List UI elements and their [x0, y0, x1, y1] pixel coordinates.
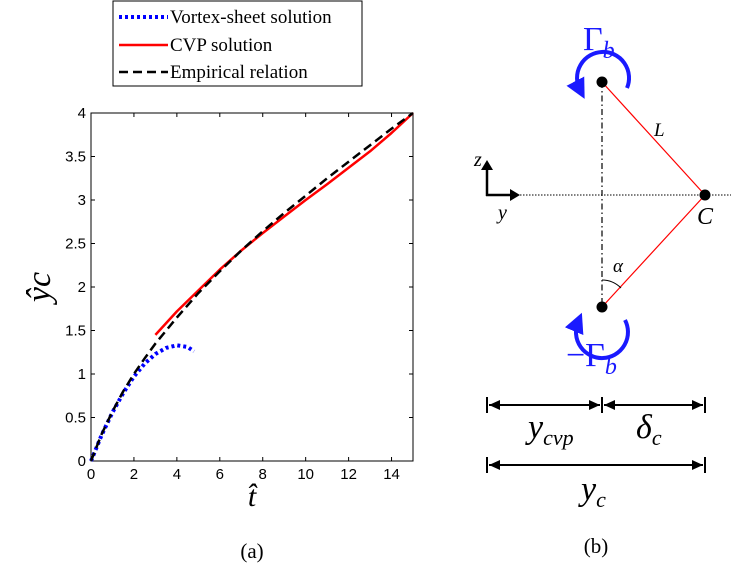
dim2-arrow-a	[489, 460, 500, 470]
connector-top	[601, 81, 706, 196]
label-delta-c: δc	[636, 409, 662, 450]
caption-b: (b)	[584, 534, 609, 558]
legend-label-cvp: CVP solution	[170, 35, 273, 56]
panel-a: Vortex-sheet solution CVP solution Empir…	[21, 0, 414, 563]
y-tick-label: 1	[78, 366, 86, 383]
caption-a: (a)	[240, 539, 263, 563]
connector-bottom	[601, 194, 706, 308]
y-tick-label: 1.5	[65, 323, 86, 340]
panel-b: Γb −Γb L C α z y	[473, 21, 731, 558]
label-y-axis: y	[496, 202, 507, 224]
label-y-c-main: y	[578, 471, 597, 508]
gamma-top-sub: b	[603, 38, 615, 64]
y-tick-label: 0.5	[65, 410, 86, 427]
gamma-bottom-sub: b	[605, 354, 617, 380]
x-tick-label: 4	[173, 466, 181, 483]
label-y-c-sub: c	[596, 487, 606, 512]
y-axis-label: ŷc	[21, 272, 58, 305]
gamma-bottom-label: −Γb	[566, 337, 617, 380]
x-tick-label: 0	[87, 466, 95, 483]
legend: Vortex-sheet solution CVP solution Empir…	[112, 0, 363, 87]
dimension-row-2	[486, 457, 706, 473]
label-alpha: α	[613, 256, 624, 277]
alpha-arc	[601, 279, 622, 289]
axes-icon-up-arrowhead	[481, 160, 493, 170]
label-c: C	[697, 204, 714, 230]
legend-label-vortex: Vortex-sheet solution	[170, 7, 332, 28]
x-tick-label: 14	[383, 466, 400, 483]
x-tick-label: 6	[216, 466, 224, 483]
circulation-arrow-bottom	[564, 312, 630, 361]
axis-ticks: 0 2 4 6 8 10 12 14 0 0.5 1 1.5 2 2.5 3 3.5 4	[65, 105, 413, 483]
dimension-row-1	[486, 397, 706, 413]
x-tick-label: 10	[297, 466, 314, 483]
y-tick-label: 2.5	[65, 236, 86, 253]
label-delta-main: δ	[636, 409, 653, 446]
plot-area	[90, 112, 414, 462]
x-tick-label: 8	[259, 466, 267, 483]
legend-label-empirical: Empirical relation	[170, 62, 308, 83]
point-c	[699, 189, 711, 201]
label-y-cvp-sub: cvp	[543, 425, 574, 450]
series-line-empirical-relation	[89, 111, 414, 462]
label-z: z	[473, 149, 482, 171]
data-series	[89, 111, 414, 462]
label-l: L	[653, 120, 665, 141]
gamma-top-label: Γb	[583, 21, 615, 64]
dim1-arrow-a	[489, 400, 500, 410]
label-y-c: yc	[578, 471, 606, 512]
circulation-arrow-top	[566, 49, 631, 99]
y-tick-label: 3.5	[65, 149, 86, 166]
gamma-bottom-symbol: −Γ	[566, 337, 605, 374]
label-y-cvp-main: y	[525, 409, 544, 446]
x-tick-label: 2	[130, 466, 138, 483]
y-tick-label: 0	[78, 453, 86, 470]
vortex-bottom	[596, 301, 608, 313]
vortex-top	[596, 76, 608, 88]
y-tick-label: 4	[78, 105, 86, 122]
dim2-arrow-b	[692, 460, 703, 470]
dim1-arrow-c	[604, 400, 615, 410]
dim1-arrow-d	[692, 400, 703, 410]
label-y-cvp: ycvp	[525, 409, 574, 450]
axes-icon	[481, 160, 520, 201]
y-tick-label: 2	[78, 279, 86, 296]
label-delta-sub: c	[652, 425, 662, 450]
x-axis-label: t̂	[248, 480, 258, 513]
y-tick-label: 3	[78, 192, 86, 209]
series-line-cvp-solution	[154, 112, 414, 336]
gamma-top-symbol: Γ	[583, 21, 603, 58]
x-tick-label: 12	[340, 466, 357, 483]
dim1-arrow-b	[589, 400, 600, 410]
axes-icon-right-arrowhead	[510, 189, 520, 201]
